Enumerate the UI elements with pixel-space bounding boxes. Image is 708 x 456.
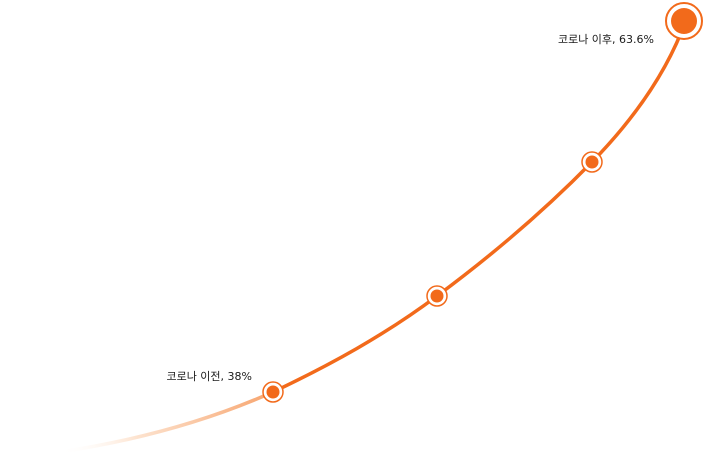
- point-marker: [430, 289, 444, 303]
- curve-line: [271, 18, 688, 394]
- point-label: 코로나 이전, 38%: [166, 370, 252, 383]
- point-labels: 코로나 이전, 38% 코로나 이후, 63.6%: [166, 33, 654, 383]
- point-label: 코로나 이후, 63.6%: [558, 33, 654, 46]
- point-marker: [671, 8, 697, 34]
- point-marker: [585, 155, 599, 169]
- curve-tail: [58, 390, 275, 454]
- point-markers: [262, 2, 703, 403]
- point-marker: [266, 385, 280, 399]
